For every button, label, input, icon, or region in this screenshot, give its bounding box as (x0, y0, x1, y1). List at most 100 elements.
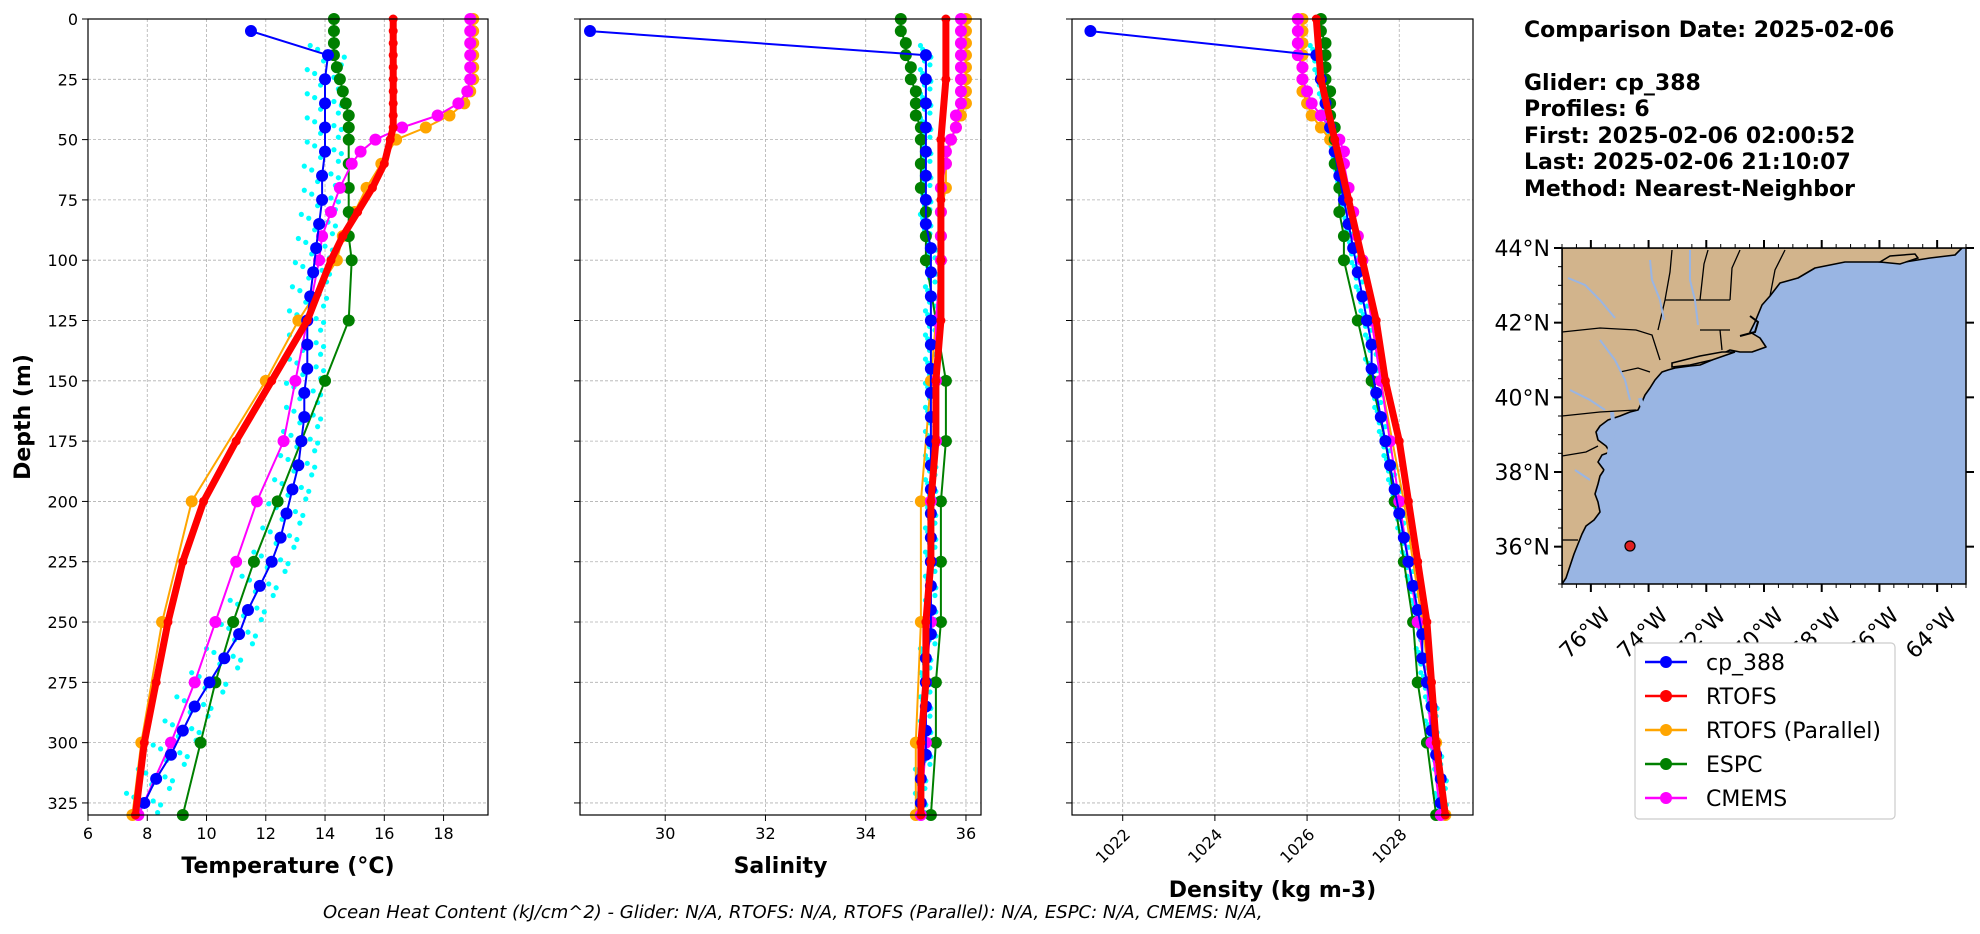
data-point (1333, 205, 1346, 218)
glider-profile-point (927, 713, 933, 719)
data-point (178, 557, 188, 567)
data-point (934, 616, 947, 629)
data-point (1384, 459, 1397, 472)
glider-profile-point (317, 351, 324, 357)
data-point (1305, 109, 1318, 122)
data-point (267, 376, 277, 386)
glider-profile-point (335, 199, 341, 205)
data-point (316, 230, 329, 243)
glider-profile-point (335, 110, 341, 116)
data-point (342, 181, 355, 194)
data-point (461, 85, 474, 98)
glider-profile-point (329, 231, 336, 237)
data-point (909, 109, 922, 122)
y-tick-label: 250 (47, 613, 78, 632)
data-point (936, 316, 946, 326)
glider-profile-point (181, 761, 187, 767)
glider-profile-point (282, 568, 288, 574)
glider-profile-point (277, 557, 284, 563)
y-tick-label: 150 (47, 372, 78, 391)
data-point (919, 49, 932, 62)
glider-profile-point (251, 549, 257, 555)
glider-profile-point (288, 432, 294, 438)
data-point (327, 37, 340, 50)
data-point (916, 738, 926, 748)
data-point (302, 316, 312, 326)
last-time: Last: 2025-02-06 21:10:07 (1524, 150, 1851, 175)
glider-name: Glider: cp_388 (1524, 71, 1701, 96)
glider-profile-point (1358, 308, 1364, 314)
glider-profile-point (922, 308, 929, 314)
glider-profile-point (260, 525, 266, 531)
data-point (924, 266, 937, 279)
glider-profile-point (1418, 670, 1424, 676)
glider-profile-point (922, 525, 929, 531)
data-point (929, 736, 942, 749)
legend: cp_388 RTOFS RTOFS (Parallel) ESPC CMEMS (1634, 642, 1896, 820)
glider-profile-point (291, 408, 297, 414)
legend-item: cp_388 (1645, 651, 1785, 676)
data-point (899, 37, 912, 50)
data-point (919, 97, 932, 110)
data-point (333, 73, 346, 86)
glider-profile-point (123, 790, 130, 796)
data-point (1344, 195, 1354, 205)
y-tick-label: 225 (47, 553, 78, 572)
glider-profile-point (927, 182, 933, 189)
data-point (1365, 338, 1378, 351)
glider-profile-point (297, 288, 303, 294)
glider-profile-point (317, 327, 324, 333)
data-point (301, 338, 314, 351)
data-point (271, 495, 284, 508)
data-point (194, 736, 207, 749)
data-point (939, 374, 952, 387)
data-point (936, 135, 946, 145)
data-point (936, 255, 946, 265)
x-tick-label: 1024 (1184, 825, 1226, 867)
data-point (431, 109, 444, 122)
data-point (342, 109, 355, 122)
glider-profile-point (1376, 428, 1382, 435)
data-point (924, 242, 937, 255)
glider-profile-point (300, 263, 306, 270)
legend-label: RTOFS (1706, 685, 1777, 710)
data-point (904, 61, 917, 74)
glider-profile-point (211, 649, 217, 656)
glider-profile-point (312, 95, 318, 101)
data-point (899, 49, 912, 62)
glider-profile-point (150, 742, 156, 748)
ocean-heat-content-footer: Ocean Heat Content (kJ/cm^2) - Glider: N… (323, 902, 1263, 923)
data-point (385, 135, 395, 145)
x-axis-label: Temperature (°C) (181, 854, 394, 879)
glider-profile-point (235, 665, 241, 671)
y-tick-label: 50 (58, 131, 78, 150)
y-tick-label: 0 (68, 10, 78, 29)
data-point (354, 145, 367, 158)
glider-profile-point (315, 440, 321, 446)
glider-profile-point (306, 488, 312, 494)
data-point (954, 73, 967, 86)
data-point (443, 109, 456, 122)
x-tick-label: 12 (256, 824, 276, 843)
data-point (1301, 85, 1314, 98)
data-point (369, 133, 382, 146)
data-point (396, 121, 409, 134)
glider-profile-point (1353, 284, 1359, 290)
glider-profile-point (258, 553, 264, 559)
x-tick-label: 8 (142, 824, 152, 843)
glider-profile-point (169, 778, 176, 784)
glider-profile-point (237, 657, 244, 663)
x-tick-label: 18 (433, 824, 453, 843)
data-point (1314, 109, 1327, 122)
data-point (301, 362, 314, 375)
x-tick-label: 1022 (1092, 825, 1134, 867)
data-point (326, 255, 336, 265)
data-point (1407, 579, 1420, 592)
data-point (919, 73, 932, 86)
data-point (584, 25, 597, 38)
glider-profile-point (335, 134, 341, 140)
glider-profile-point (328, 195, 334, 201)
glider-profile-point (927, 62, 933, 68)
data-point (307, 266, 320, 279)
data-point (289, 374, 302, 387)
